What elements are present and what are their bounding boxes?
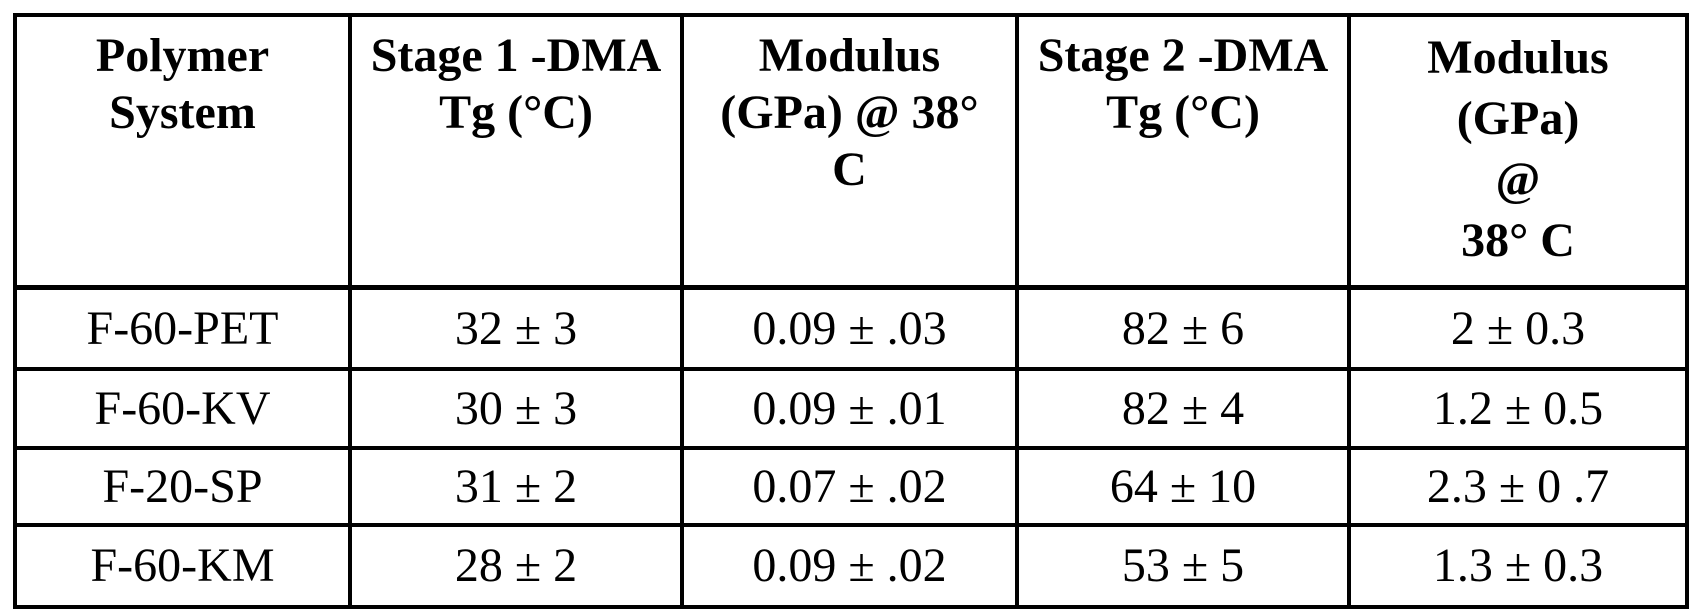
- cell-stage1-tg: 31 ± 2: [348, 445, 684, 527]
- table-row: F-60-PET 32 ± 3 0.09 ± .03 82 ± 6 2 ± 0.…: [13, 285, 1689, 371]
- cell-stage2-tg: 64 ± 10: [1015, 445, 1351, 527]
- header-row: Polymer System Stage 1 -DMA Tg (°C) Modu…: [13, 13, 1689, 290]
- column-header-polymer-system: Polymer System: [13, 13, 352, 290]
- table-row: F-20-SP 31 ± 2 0.07 ± .02 64 ± 10 2.3 ± …: [13, 445, 1689, 527]
- cell-modulus-stage2: 2 ± 0.3: [1347, 285, 1689, 371]
- column-header-stage2-dma-tg: Stage 2 -DMA Tg (°C): [1015, 13, 1351, 290]
- cell-modulus-stage1: 0.09 ± .01: [680, 366, 1019, 450]
- cell-stage1-tg: 32 ± 3: [348, 285, 684, 371]
- cell-modulus-stage1: 0.09 ± .03: [680, 285, 1019, 371]
- cell-stage1-tg: 30 ± 3: [348, 366, 684, 450]
- cell-stage2-tg: 82 ± 4: [1015, 366, 1351, 450]
- cell-polymer-system: F-20-SP: [13, 445, 352, 527]
- cell-stage2-tg: 53 ± 5: [1015, 522, 1351, 609]
- column-header-stage1-dma-tg: Stage 1 -DMA Tg (°C): [348, 13, 684, 290]
- cell-modulus-stage2: 1.2 ± 0.5: [1347, 366, 1689, 450]
- cell-modulus-stage1: 0.09 ± .02: [680, 522, 1019, 609]
- polymer-properties-table: Polymer System Stage 1 -DMA Tg (°C) Modu…: [13, 13, 1689, 609]
- cell-stage2-tg: 82 ± 6: [1015, 285, 1351, 371]
- cell-polymer-system: F-60-KV: [13, 366, 352, 450]
- cell-polymer-system: F-60-PET: [13, 285, 352, 371]
- column-header-modulus-stage1: Modulus (GPa) @ 38° C: [680, 13, 1019, 290]
- table-row: F-60-KM 28 ± 2 0.09 ± .02 53 ± 5 1.3 ± 0…: [13, 522, 1689, 609]
- cell-modulus-stage2: 2.3 ± 0 .7: [1347, 445, 1689, 527]
- cell-modulus-stage1: 0.07 ± .02: [680, 445, 1019, 527]
- cell-modulus-stage2: 1.3 ± 0.3: [1347, 522, 1689, 609]
- cell-stage1-tg: 28 ± 2: [348, 522, 684, 609]
- table-row: F-60-KV 30 ± 3 0.09 ± .01 82 ± 4 1.2 ± 0…: [13, 366, 1689, 450]
- cell-polymer-system: F-60-KM: [13, 522, 352, 609]
- column-header-modulus-stage2: Modulus (GPa) @ 38° C: [1347, 13, 1689, 290]
